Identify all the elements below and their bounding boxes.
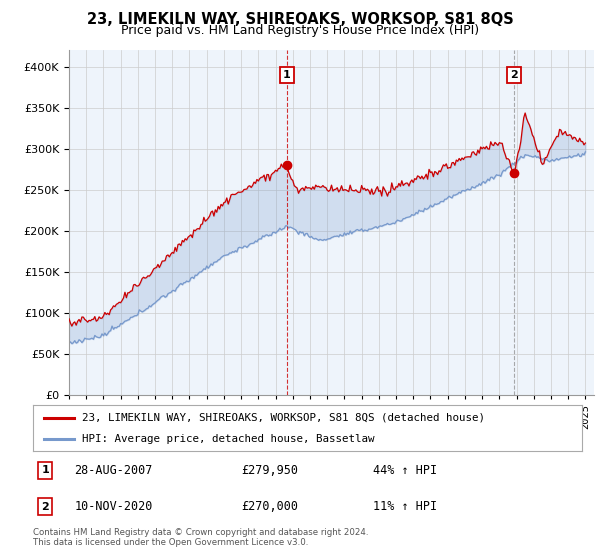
Text: 23, LIMEKILN WAY, SHIREOAKS, WORKSOP, S81 8QS: 23, LIMEKILN WAY, SHIREOAKS, WORKSOP, S8… [86, 12, 514, 27]
Text: 28-AUG-2007: 28-AUG-2007 [74, 464, 152, 477]
Text: Contains HM Land Registry data © Crown copyright and database right 2024.
This d: Contains HM Land Registry data © Crown c… [33, 528, 368, 547]
Text: 23, LIMEKILN WAY, SHIREOAKS, WORKSOP, S81 8QS (detached house): 23, LIMEKILN WAY, SHIREOAKS, WORKSOP, S8… [82, 413, 485, 423]
Text: £270,000: £270,000 [242, 500, 299, 513]
Text: 2: 2 [510, 70, 518, 80]
Text: £279,950: £279,950 [242, 464, 299, 477]
Text: HPI: Average price, detached house, Bassetlaw: HPI: Average price, detached house, Bass… [82, 435, 375, 444]
Text: 10-NOV-2020: 10-NOV-2020 [74, 500, 152, 513]
Text: 44% ↑ HPI: 44% ↑ HPI [373, 464, 437, 477]
Text: Price paid vs. HM Land Registry's House Price Index (HPI): Price paid vs. HM Land Registry's House … [121, 24, 479, 37]
Text: 11% ↑ HPI: 11% ↑ HPI [373, 500, 437, 513]
Text: 1: 1 [283, 70, 290, 80]
Text: 1: 1 [41, 465, 49, 475]
Text: 2: 2 [41, 502, 49, 511]
